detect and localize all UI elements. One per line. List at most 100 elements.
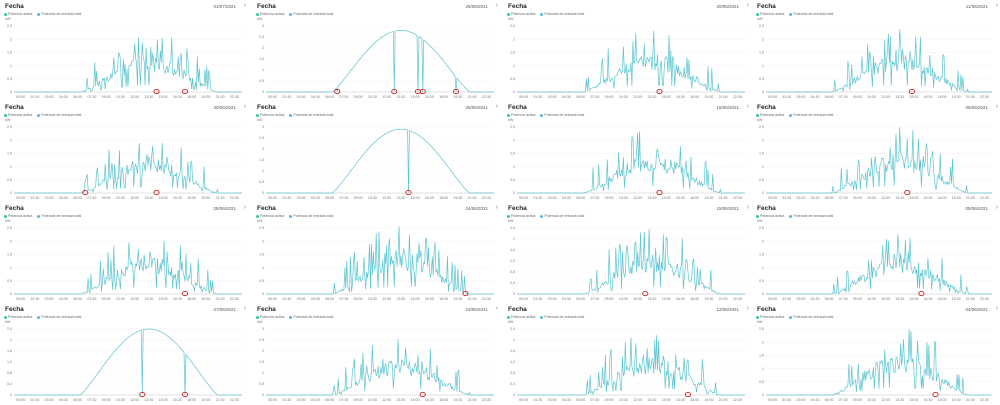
chevron-right-icon[interactable]: › <box>746 305 749 312</box>
y-tick-label: 1,5 <box>510 51 515 55</box>
power-chart: 0 0,5 1 1,5 2 2,5 00:00 01:30 03:00 04:30 06:00 07:… <box>7 24 242 99</box>
x-tick-label: 04:30 <box>59 95 68 99</box>
x-tick-label: 19:30 <box>952 398 961 402</box>
x-tick-label: 15:00 <box>159 95 168 99</box>
chevron-right-icon[interactable]: › <box>495 204 498 211</box>
x-tick-label: 06:00 <box>576 398 585 402</box>
legend-label-input: Potencia de entrada total <box>793 315 834 319</box>
power-chart: 0 0,5 1 1,5 2 2,5 3 00:00 01:30 03:00 04:30 06:00 07… <box>259 24 494 99</box>
x-tick-label: 07:30 <box>590 196 599 200</box>
chart-panel: Fecha 11/06/2021 › Potencia activa Poten… <box>752 0 1000 101</box>
panel-date[interactable]: 23/06/2021 <box>465 307 488 312</box>
legend-label-input: Potencia de entrada total <box>793 12 834 16</box>
x-tick-label: 03:00 <box>45 297 54 301</box>
y-tick-label: 0 <box>762 393 764 397</box>
x-tick-label: 15:00 <box>662 398 671 402</box>
chevron-right-icon[interactable]: › <box>243 2 246 9</box>
x-tick-label: 00:00 <box>768 95 777 99</box>
chevron-right-icon[interactable]: › <box>746 204 749 211</box>
chevron-right-icon[interactable]: › <box>495 103 498 110</box>
panel-date[interactable]: 06/06/2021 <box>965 105 988 110</box>
x-tick-label: 16:30 <box>923 196 932 200</box>
x-tick-label: 16:30 <box>173 297 182 301</box>
panel-date[interactable]: 12/06/2021 <box>716 307 739 312</box>
legend-dot-input <box>789 12 793 16</box>
panel-date[interactable]: 20/06/2021 <box>716 4 739 9</box>
x-tick-label: 09:00 <box>853 398 862 402</box>
panel-date[interactable]: 11/06/2021 <box>965 4 988 9</box>
x-tick-label: 06:00 <box>325 95 334 99</box>
chevron-right-icon[interactable]: › <box>995 2 998 9</box>
y-tick-label: 0 <box>762 292 764 296</box>
legend-dot-active <box>256 315 259 319</box>
x-tick-label: 10:30 <box>116 196 125 200</box>
x-tick-label: 19:30 <box>453 95 462 99</box>
legend-dot-active <box>4 315 7 319</box>
chart-panel: Fecha 06/06/2021 › Potencia activa Poten… <box>752 101 1000 202</box>
x-tick-label: 00:00 <box>519 297 528 301</box>
panel-date[interactable]: 28/06/2021 <box>213 206 236 211</box>
x-tick-label: 07:30 <box>839 196 848 200</box>
y-tick-label: 0,5 <box>259 279 264 283</box>
x-tick-label: 13:30 <box>895 297 904 301</box>
panel-date[interactable]: 24/06/2021 <box>465 206 488 211</box>
x-tick-label: 03:00 <box>796 196 805 200</box>
x-tick-label: 06:00 <box>325 297 334 301</box>
x-tick-label: 16:30 <box>676 95 685 99</box>
x-tick-label: 07:30 <box>339 297 348 301</box>
legend-label-input: Potencia de entrada total <box>293 12 334 16</box>
panel-date[interactable]: 30/06/2021 <box>213 105 236 110</box>
x-tick-label: 03:00 <box>796 398 805 402</box>
panel-date[interactable]: 04/06/2021 <box>965 307 988 312</box>
legend-dot-input <box>289 113 293 117</box>
x-tick-label: 22:30 <box>482 297 491 301</box>
chevron-right-icon[interactable]: › <box>995 103 998 110</box>
x-tick-label: 06:00 <box>325 196 334 200</box>
panel-date[interactable]: 26/06/2021 <box>465 4 488 9</box>
x-tick-label: 16:30 <box>676 398 685 402</box>
chevron-right-icon[interactable]: › <box>243 103 246 110</box>
panel-date[interactable]: 27/06/2021 <box>213 307 236 312</box>
x-tick-label: 04:30 <box>311 297 320 301</box>
chevron-right-icon[interactable]: › <box>495 2 498 9</box>
x-tick-label: 03:00 <box>45 398 54 402</box>
x-tick-label: 03:00 <box>548 297 557 301</box>
chevron-right-icon[interactable]: › <box>243 305 246 312</box>
chevron-right-icon[interactable]: › <box>995 305 998 312</box>
y-tick-label: 0,5 <box>259 180 264 184</box>
y-tick-label: 1,2 <box>510 259 515 263</box>
chevron-right-icon[interactable]: › <box>495 305 498 312</box>
legend-label-active: Potencia activa <box>760 12 785 16</box>
chart-panel: Fecha 24/06/2021 › Potencia activa Poten… <box>252 202 502 303</box>
chevron-right-icon[interactable]: › <box>746 103 749 110</box>
y-tick-label: 0,5 <box>259 382 264 386</box>
legend-label-input: Potencia de entrada total <box>544 214 585 218</box>
panel-date[interactable]: 16/06/2021 <box>716 105 739 110</box>
legend-dot-active <box>756 315 759 319</box>
x-tick-label: 07:30 <box>839 297 848 301</box>
x-tick-label: 12:00 <box>130 297 139 301</box>
power-series-line <box>766 329 992 396</box>
x-tick-label: 21:00 <box>216 95 225 99</box>
x-tick-label: 09:00 <box>605 297 614 301</box>
x-tick-label: 21:00 <box>966 297 975 301</box>
x-tick-label: 12:00 <box>633 196 642 200</box>
panel-date[interactable]: 01/07/2021 <box>213 4 236 9</box>
power-series-line <box>266 226 494 295</box>
x-tick-label: 07:30 <box>339 196 348 200</box>
panel-date[interactable]: 15/06/2021 <box>716 206 739 211</box>
x-tick-label: 01:30 <box>30 398 39 402</box>
y-unit-label: kW <box>508 17 514 21</box>
x-tick-label: 18:00 <box>187 196 196 200</box>
y-tick-label: 0,4 <box>510 382 515 386</box>
x-tick-label: 15:00 <box>159 398 168 402</box>
chevron-right-icon[interactable]: › <box>995 204 998 211</box>
anomaly-marker <box>904 189 911 196</box>
x-tick-label: 19:30 <box>952 196 961 200</box>
chart-legend: Potencia activa Potencia de entrada tota… <box>507 214 588 218</box>
x-tick-label: 22:30 <box>733 398 742 402</box>
panel-date[interactable]: 25/06/2021 <box>465 105 488 110</box>
panel-date[interactable]: 05/06/2021 <box>965 206 988 211</box>
chevron-right-icon[interactable]: › <box>746 2 749 9</box>
chevron-right-icon[interactable]: › <box>243 204 246 211</box>
